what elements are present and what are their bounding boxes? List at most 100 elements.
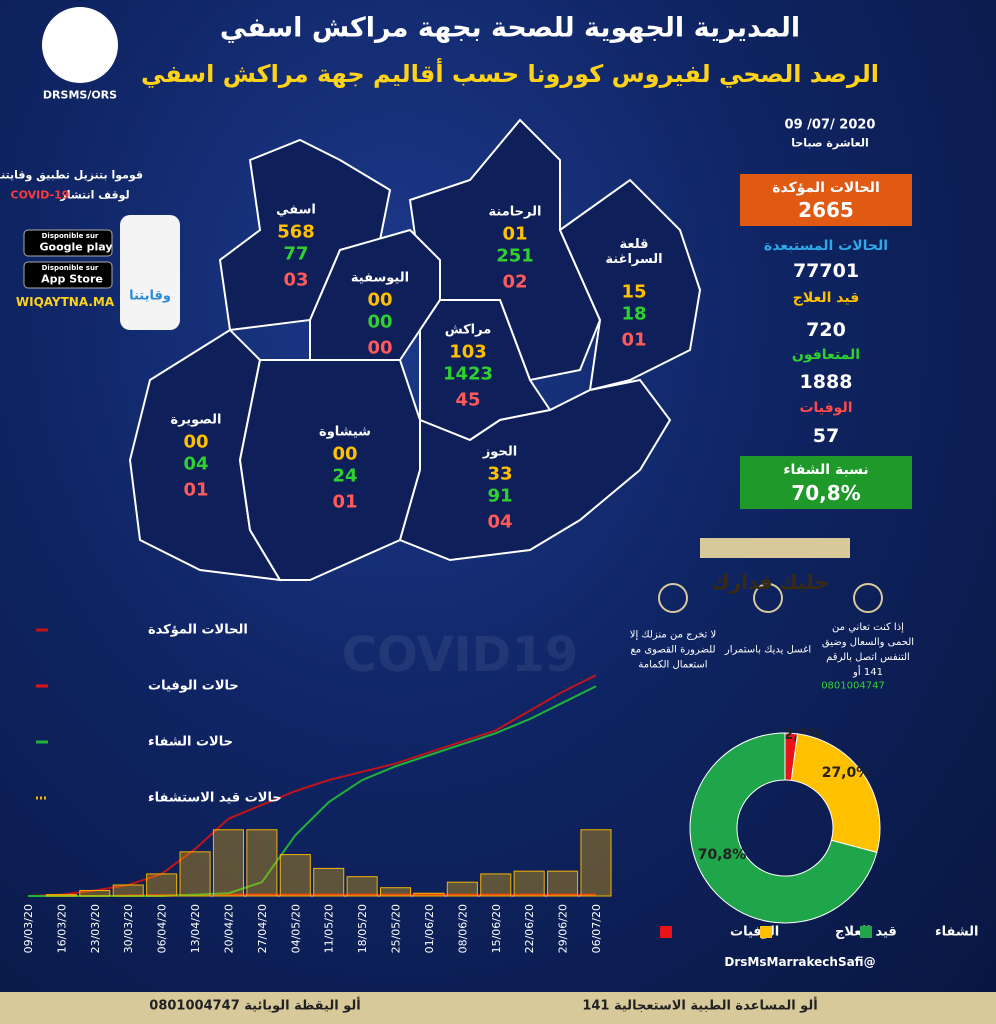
apple-badge	[23, 261, 113, 289]
province-deaths: 01	[332, 491, 358, 513]
stat-label: الحالات المستبعدة	[763, 238, 889, 254]
stat-box	[740, 456, 912, 509]
series-line	[28, 685, 597, 897]
province-deaths: 45	[455, 389, 481, 411]
stat-value: 57	[812, 425, 840, 447]
donut-label: 70,8%	[698, 847, 747, 863]
province-name: مراكش	[444, 322, 492, 338]
province-deaths: 00	[367, 337, 393, 359]
map	[128, 118, 702, 582]
advice-icon	[753, 583, 783, 613]
x-tick-label: 20/04/20	[222, 904, 235, 953]
x-tick-label: 13/04/20	[189, 904, 202, 953]
province-recovered: 91	[487, 485, 513, 507]
app-text: لوقف انتشار	[60, 188, 130, 202]
logo-label: DRSMS/ORS	[42, 88, 118, 102]
legend-label: حالات الوفيات	[148, 679, 239, 694]
province-deaths: 02	[502, 271, 528, 293]
badge-small: Disponible sur	[41, 232, 99, 240]
advice-text: لا تخرج من منزلك إلا للضرورة القصوى مع ا…	[629, 629, 717, 671]
legend-label: الحالات المؤكدة	[148, 623, 248, 638]
stat-box	[740, 174, 912, 226]
footer-left: ألو اليقظة الوبائية 0801004747	[149, 998, 361, 1014]
advice-title: خليك فدارك	[711, 570, 829, 594]
x-tick-label: 22/06/20	[523, 904, 536, 953]
bar	[212, 829, 245, 897]
stat-label: الوفيات	[799, 400, 853, 416]
province-deaths: 04	[487, 511, 513, 533]
x-tick-label: 08/06/20	[456, 904, 469, 953]
legend-label: حالات قيد الاستشفاء	[148, 791, 282, 806]
bar	[179, 851, 211, 897]
stat-label: نسبة الشفاء	[783, 462, 869, 478]
stat-value: 720	[806, 319, 846, 341]
province-name: قلعة السراغنة	[605, 237, 663, 267]
x-tick-label: 27/04/20	[256, 904, 269, 953]
social: @DrsMsMarrakechSafi	[724, 955, 876, 969]
badge-text: App Store	[41, 272, 103, 286]
province-deaths: 01	[621, 329, 647, 351]
province-confirmed: 33	[487, 463, 513, 485]
footer-right: ألو المساعدة الطبية الاستعجالية 141	[582, 998, 818, 1014]
subtitle: الرصد الصحي لفيروس كورونا حسب أقاليم جهة…	[140, 60, 880, 88]
province-recovered: 00	[367, 311, 393, 333]
province-deaths: 01	[183, 479, 209, 501]
x-tick-label: 09/03/20	[22, 904, 35, 953]
app-name: وقايتنا	[129, 288, 171, 304]
province-name: اسفي	[276, 202, 316, 218]
x-tick-label: 30/03/20	[122, 904, 135, 953]
bar	[79, 889, 111, 897]
region-chichaoua	[238, 359, 421, 581]
google-badge	[23, 229, 113, 257]
bar	[480, 873, 512, 897]
stat-value: 70,8%	[791, 481, 861, 505]
badge-small: Disponible sur	[41, 264, 99, 272]
province-recovered: 77	[283, 243, 309, 265]
bar	[580, 829, 612, 897]
legend-swatch	[860, 926, 872, 938]
province-recovered: 251	[496, 245, 534, 267]
region-kelaa	[558, 178, 702, 392]
province-name: اليوسفية	[350, 270, 410, 286]
advice-icon	[658, 583, 688, 613]
legend-swatch	[760, 926, 772, 938]
legend-swatch	[660, 926, 672, 938]
donut-label: 27,0%	[822, 765, 871, 781]
province-confirmed: 01	[502, 223, 528, 245]
province-deaths: 03	[283, 269, 309, 291]
bar	[513, 870, 545, 897]
province-recovered: 1423	[442, 363, 494, 385]
app-url: WIQAYTNA.MA	[15, 295, 115, 309]
advice-icon	[853, 583, 883, 613]
province-name: الحوز	[482, 444, 518, 460]
x-tick-label: 01/06/20	[423, 904, 436, 953]
x-tick-label: 11/05/20	[323, 904, 336, 953]
stat-label: قيد العلاج	[792, 290, 860, 306]
bar	[446, 881, 478, 897]
bar	[313, 867, 345, 897]
bar	[547, 870, 579, 897]
province-recovered: 24	[332, 465, 358, 487]
advice-text: اغسل يديك باستمرار	[724, 644, 812, 656]
province-name: الرحامنة	[488, 204, 542, 220]
bar	[45, 894, 77, 897]
x-tick-label: 29/06/20	[557, 904, 570, 953]
province-recovered: 04	[183, 453, 209, 475]
date: 09 /07/ 2020	[784, 117, 876, 133]
phone-icon	[120, 215, 180, 330]
badge-text: Google play	[39, 240, 113, 254]
app-covid: COVID-19	[10, 188, 70, 202]
province-confirmed: 00	[332, 443, 358, 465]
advice-phone: 0801004747	[821, 680, 885, 692]
province-confirmed: 15	[621, 281, 647, 303]
bar	[146, 873, 178, 897]
region-haouz	[398, 378, 672, 562]
logo	[42, 7, 118, 83]
footer-bar	[0, 992, 996, 1024]
legend-label: حالات الشفاء	[148, 735, 233, 750]
app-text: قوموا بتنزيل تطبيق وقايتنا	[0, 168, 144, 182]
bar	[379, 887, 412, 897]
donut-slice	[689, 732, 878, 924]
